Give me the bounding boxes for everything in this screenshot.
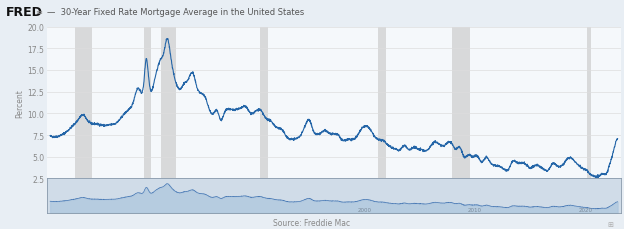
Text: 2000: 2000 [358,207,372,212]
Y-axis label: Percent: Percent [16,89,24,117]
Bar [587,27,591,179]
Bar [452,27,470,179]
Text: ≡: ≡ [36,8,42,17]
Text: FRED: FRED [6,6,43,19]
Text: 2020: 2020 [578,207,593,212]
Text: —  30-Year Fixed Rate Mortgage Average in the United States: — 30-Year Fixed Rate Mortgage Average in… [47,8,304,17]
Bar [75,27,92,179]
Bar [378,27,386,179]
Bar [260,27,268,179]
Text: ⊞: ⊞ [607,221,613,227]
Bar [144,27,150,179]
Text: 2010: 2010 [468,207,482,212]
Bar [160,27,176,179]
Text: Source: Freddie Mac: Source: Freddie Mac [273,218,351,227]
